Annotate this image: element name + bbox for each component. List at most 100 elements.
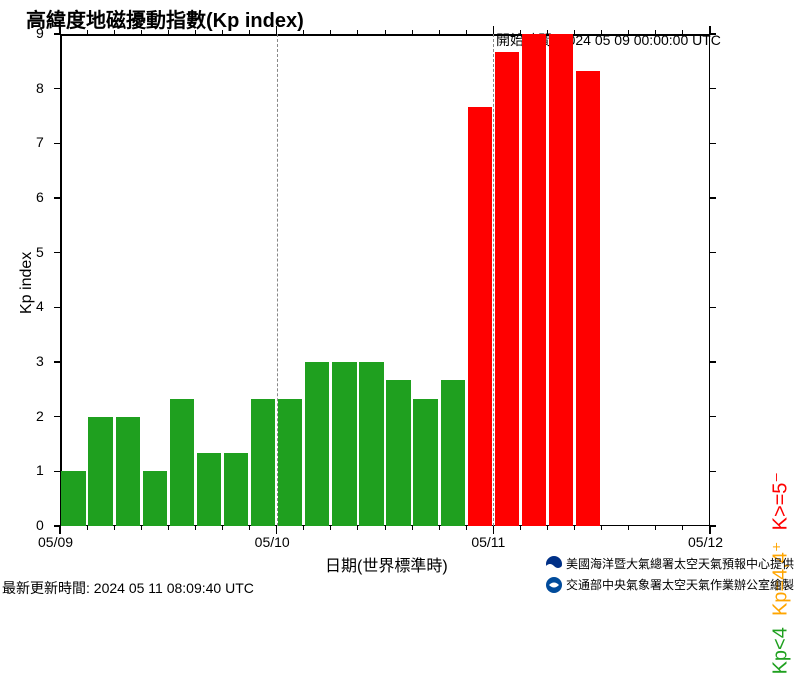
ytick [710,525,716,527]
ytick-label: 3 [36,353,50,369]
ytick [54,143,60,145]
xtick-label: 05/11 [471,534,505,550]
xtick-minor [303,30,304,34]
ytick [54,88,60,90]
xtick-minor [141,30,142,34]
xtick-minor [520,30,521,34]
kp-bar [495,52,519,526]
kp-bar [386,380,410,526]
xtick [493,526,495,534]
xtick-minor [682,30,683,34]
xtick-minor [412,30,413,34]
ytick [710,361,716,363]
xtick-minor [385,30,386,34]
update-time: 最新更新時間: 2024 05 11 08:09:40 UTC [2,578,254,598]
kp-bar [441,380,465,526]
legend-green: Kp<4 [769,627,791,674]
y-axis-label: Kp index [18,252,36,314]
xtick-minor [574,526,575,530]
kp-bar [305,362,329,526]
xtick-label: 05/10 [255,534,290,550]
kp-bar [88,417,112,526]
xtick-minor [466,526,467,530]
kp-bar [116,417,140,526]
legend-red: K>=5⁻ [769,472,791,530]
xtick-minor [385,526,386,530]
kp-bar [522,34,546,526]
ytick [710,252,716,254]
kp-bar [549,34,573,526]
xtick-minor [114,30,115,34]
xtick-minor [601,30,602,34]
ytick-label: 1 [36,462,50,478]
ytick-label: 4 [36,298,50,314]
xtick-minor [520,526,521,530]
xtick-minor [439,526,440,530]
kp-bar [359,362,383,526]
xtick-minor [547,526,548,530]
ytick-label: 5 [36,244,50,260]
xtick [59,526,61,534]
xtick-minor [87,526,88,530]
xtick-minor [249,30,250,34]
axis-right [709,34,711,526]
kp-bar [197,453,221,526]
update-time-value: 2024 05 11 08:09:40 UTC [94,580,254,596]
xtick-minor [439,30,440,34]
x-axis-label: 日期(世界標準時) [325,552,448,576]
xtick-minor [601,526,602,530]
xtick-minor [222,30,223,34]
ytick [54,307,60,309]
xtick-minor [87,30,88,34]
noaa-logo-icon [546,556,562,572]
xtick-minor [195,30,196,34]
xtick-minor [330,30,331,34]
update-time-prefix: 最新更新時間: [2,580,90,596]
xtick-minor [574,30,575,34]
xtick [276,26,278,34]
ytick [710,197,716,199]
legend-vertical: Kp<4 Kp=4,4⁺ K>=5⁻ [767,472,792,674]
kp-bar [143,471,167,526]
kp-bar [170,399,194,526]
ytick [710,33,716,35]
cwb-logo-icon [546,577,562,593]
ytick-label: 2 [36,408,50,424]
ytick-label: 7 [36,134,50,150]
xtick [276,526,278,534]
xtick-minor [168,526,169,530]
xtick [493,26,495,34]
ytick-label: 6 [36,189,50,205]
ytick [710,88,716,90]
ytick [710,416,716,418]
xtick-minor [655,30,656,34]
ytick [54,416,60,418]
chart-title: 高緯度地磁擾動指數(Kp index) [26,4,304,33]
xtick-minor [195,526,196,530]
axis-top [60,34,710,36]
xtick-minor [141,526,142,530]
xtick [709,26,711,34]
xtick-minor [114,526,115,530]
ytick [54,197,60,199]
xtick-minor [466,30,467,34]
attribution-text-2: 交通部中央氣象署太空天氣作業辦公室繪製 [566,576,794,593]
xtick-minor [547,30,548,34]
ytick-label: 9 [36,25,50,41]
ytick [710,143,716,145]
xtick-minor [682,526,683,530]
ytick [54,361,60,363]
xtick-label: 05/12 [688,534,723,550]
attribution-text-1: 美國海洋暨大氣總署太空天氣預報中心提供 [566,555,794,572]
ytick [54,471,60,473]
xtick [709,526,711,534]
kp-bar [332,362,356,526]
kp-bar [61,471,85,526]
ytick [54,252,60,254]
kp-bar [413,399,437,526]
xtick-minor [628,30,629,34]
kp-bar [576,71,600,526]
ytick [710,471,716,473]
kp-bar [468,107,492,526]
xtick [59,26,61,34]
